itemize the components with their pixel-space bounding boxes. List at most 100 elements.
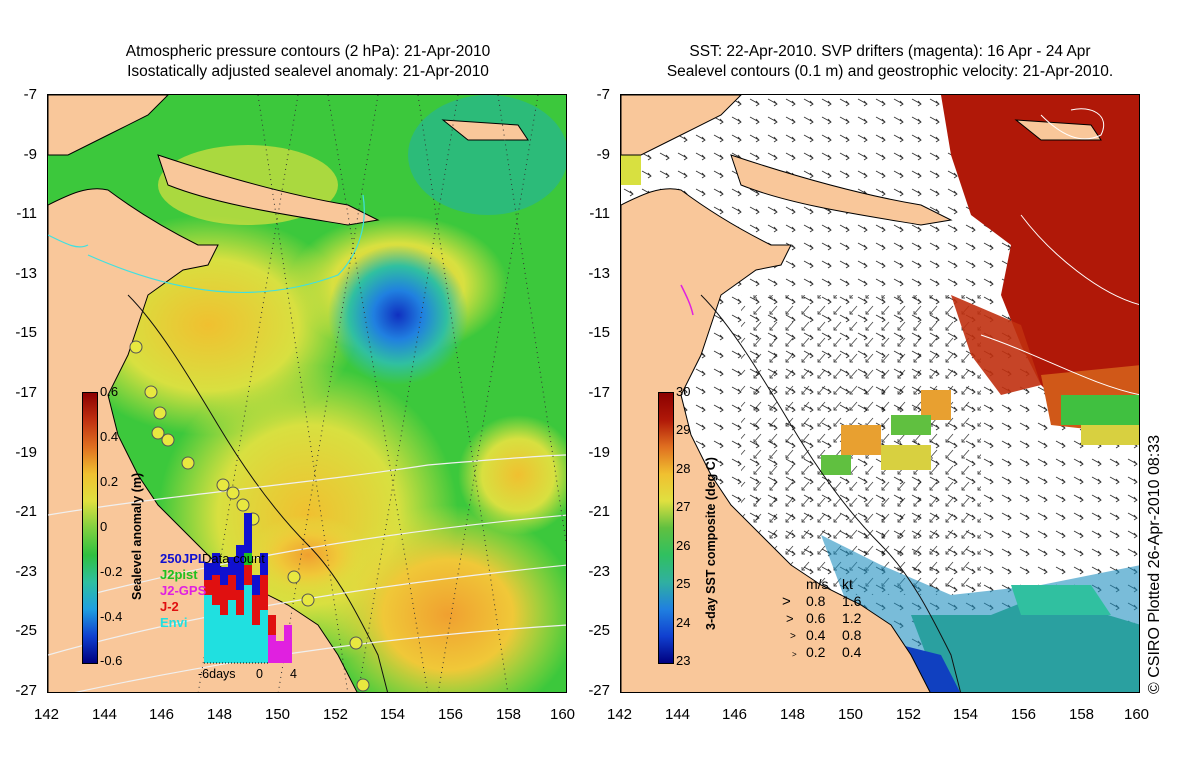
lon-tick: 150 [265, 706, 291, 723]
lon-tick: 158 [1069, 706, 1095, 723]
lat-tick: -7 [23, 86, 37, 103]
sst-colorbar [658, 392, 674, 664]
right-title-line2: Sealevel contours (0.1 m) and geostrophi… [666, 63, 1114, 80]
lat-tick: -23 [15, 563, 37, 580]
arrow-legend-icon: > [782, 593, 791, 610]
legend-envi: Envi [160, 615, 188, 630]
arrow-legend-icon: > [790, 631, 796, 642]
sealevel-colorbar [82, 392, 98, 664]
lat-tick: -15 [15, 324, 37, 341]
right-title-line1: SST: 22-Apr-2010. SVP drifters (magenta)… [689, 43, 1091, 60]
lat-tick: -19 [15, 444, 37, 461]
sst-tick: 24 [676, 615, 691, 630]
lat-tick: -17 [15, 384, 37, 401]
legend-jpl: JPL [182, 551, 206, 566]
lon-tick: 156 [1011, 706, 1037, 723]
warm-sst-region [941, 95, 1139, 425]
lat-tick: -11 [16, 205, 37, 222]
sst-colorbar-label: 3-day SST composite (deg C) [704, 457, 718, 630]
velocity-legend-ms: 0.4 [806, 627, 826, 643]
left-title-line1: Atmospheric pressure contours (2 hPa): 2… [125, 43, 491, 60]
lat-tick: -9 [596, 146, 610, 163]
lon-tick: 142 [34, 706, 60, 723]
lon-tick: 154 [953, 706, 979, 723]
lon-tick: 144 [92, 706, 118, 723]
lat-tick: -15 [588, 324, 610, 341]
sealevel-tick: -0.6 [100, 653, 123, 668]
sealevel-tick: 0.6 [100, 384, 119, 399]
lat-tick: -25 [15, 622, 37, 639]
left-title-line2: Isostatically adjusted sealevel anomaly:… [127, 63, 489, 80]
velocity-legend-kt: 0.8 [842, 627, 862, 643]
lon-tick: 160 [1124, 706, 1150, 723]
lat-tick: -13 [588, 265, 610, 282]
lat-tick: -27 [588, 682, 610, 699]
lon-tick: 152 [896, 706, 922, 723]
velocity-legend-ms-header: m/s [806, 576, 829, 592]
lat-tick: -27 [15, 682, 37, 699]
legend-j2: J-2 [160, 599, 179, 614]
sst-velocity-map [621, 95, 1139, 692]
lon-tick: 146 [149, 706, 175, 723]
inset-legend: JPL J2pist J2-GPS J-2 Envi [160, 551, 206, 631]
sst-tick: 30 [676, 384, 691, 399]
velocity-legend-ms: 0.6 [806, 610, 826, 626]
csiro-credit: © CSIRO Plotted 26-Apr-2010 08:33 [1146, 434, 1163, 694]
lat-tick: -21 [588, 503, 610, 520]
australia-coast [621, 188, 931, 692]
lon-tick: 160 [550, 706, 576, 723]
sst-tick: 26 [676, 538, 691, 553]
inset-y-label: 250 [160, 551, 182, 566]
sealevel-tick: -0.4 [100, 609, 123, 624]
legend-j2pist: J2pist [160, 567, 198, 582]
lon-tick: 142 [607, 706, 633, 723]
lat-tick: -23 [588, 563, 610, 580]
velocity-legend-ms: 0.2 [806, 644, 826, 660]
arrow-legend-icon: > [792, 650, 797, 659]
lon-tick: 146 [722, 706, 748, 723]
lat-tick: -19 [588, 444, 610, 461]
sealevel-colorbar-label: Sealevel anomaly (m) [130, 472, 144, 600]
lon-tick: 144 [665, 706, 691, 723]
velocity-legend-kt: 1.6 [842, 593, 862, 609]
sst-tick: 27 [676, 499, 691, 514]
legend-j2gps: J2-GPS [160, 583, 207, 598]
velocity-legend-ms: 0.8 [806, 593, 826, 609]
velocity-legend-kt: 0.4 [842, 644, 862, 660]
inset-x-tick: -6days [198, 667, 236, 681]
sealevel-tick: -0.2 [100, 564, 123, 579]
lon-tick: 148 [780, 706, 806, 723]
lon-tick: 154 [380, 706, 406, 723]
sst-tick: 29 [676, 422, 691, 437]
right-map-panel [620, 94, 1140, 693]
lon-tick: 152 [323, 706, 349, 723]
left-map-panel [47, 94, 567, 693]
lat-tick: -9 [23, 146, 37, 163]
lon-tick: 148 [207, 706, 233, 723]
lat-tick: -13 [15, 265, 37, 282]
inset-title: Data count [202, 551, 265, 566]
arrow-legend-icon: > [786, 611, 794, 626]
velocity-legend: m/s kt > 0.8 1.6 > 0.6 1.2 > 0.4 0.8 > 0… [780, 576, 890, 666]
sst-tick: 28 [676, 461, 691, 476]
velocity-legend-kt: 1.2 [842, 610, 862, 626]
lat-tick: -25 [588, 622, 610, 639]
lon-tick: 150 [838, 706, 864, 723]
inset-x-tick: 4 [290, 667, 297, 681]
sealevel-tick: 0.4 [100, 429, 119, 444]
sst-tick: 23 [676, 653, 691, 668]
lat-tick: -7 [596, 86, 610, 103]
sst-tick: 25 [676, 576, 691, 591]
lat-tick: -11 [589, 205, 610, 222]
lon-tick: 158 [496, 706, 522, 723]
velocity-legend-kt-header: kt [842, 576, 853, 592]
inset-x-tick: 0 [256, 667, 263, 681]
sealevel-colorbar-ticks: 0.6 0.4 0.2 0 -0.2 -0.4 -0.6 [100, 384, 140, 674]
lat-tick: -17 [588, 384, 610, 401]
sealevel-tick: 0.2 [100, 474, 119, 489]
lat-tick: -21 [15, 503, 37, 520]
data-count-inset: 250 Data count JPL J2pist J2-GPS J-2 Env… [160, 505, 300, 685]
sealevel-tick: 0 [100, 519, 108, 534]
sealevel-anomaly-map [48, 95, 566, 692]
lon-tick: 156 [438, 706, 464, 723]
